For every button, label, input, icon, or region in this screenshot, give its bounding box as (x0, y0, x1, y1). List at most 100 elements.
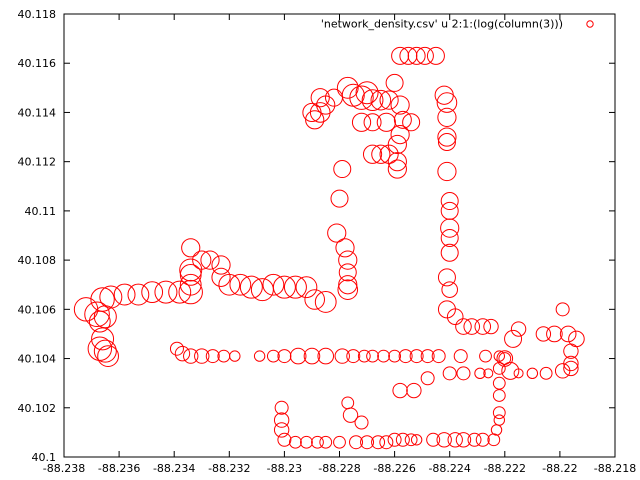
data-point (456, 366, 471, 381)
data-point (283, 275, 307, 299)
data-point (371, 435, 386, 450)
data-point (229, 273, 252, 296)
y-tick-label: 40.114 (18, 106, 57, 119)
data-point (409, 349, 424, 364)
data-point (436, 432, 452, 448)
data-point (349, 435, 364, 450)
data-point (379, 435, 394, 450)
data-point (211, 267, 231, 287)
data-point (334, 348, 350, 364)
data-point (274, 400, 289, 415)
data-point (174, 345, 191, 362)
data-point (324, 88, 343, 107)
data-point (266, 349, 280, 363)
data-point (192, 250, 212, 270)
data-point (437, 268, 456, 287)
data-point (336, 76, 359, 99)
data-point (357, 349, 371, 363)
data-point (441, 281, 459, 298)
data-point (127, 283, 150, 306)
y-tick-label: 40.11 (25, 205, 57, 218)
data-point (440, 228, 459, 247)
data-point (377, 349, 390, 363)
data-point (492, 406, 506, 420)
data-point (88, 310, 111, 333)
data-point (302, 102, 322, 123)
data-point (330, 189, 349, 208)
data-point (504, 329, 523, 348)
data-point (420, 349, 435, 364)
data-point (487, 433, 501, 447)
data-point (200, 250, 220, 270)
data-point (437, 132, 456, 151)
data-point (311, 435, 324, 449)
data-point (351, 112, 372, 132)
data-points (73, 46, 585, 450)
data-point (179, 258, 203, 282)
data-point (183, 348, 199, 364)
data-point (194, 348, 210, 364)
data-point (490, 424, 503, 436)
x-tick-label: -88.228 (318, 462, 360, 475)
data-point (402, 113, 421, 132)
data-point (436, 92, 458, 113)
data-point (555, 302, 570, 317)
data-point (349, 85, 374, 110)
data-point (492, 389, 506, 402)
legend: 'network_density.csv' u 2:1:(log(column(… (321, 18, 594, 31)
data-point (360, 435, 375, 450)
data-point (474, 367, 486, 380)
data-point (404, 433, 418, 447)
data-point (388, 349, 402, 363)
data-point (392, 382, 408, 399)
data-point (317, 347, 335, 365)
x-tick-label: -88.23 (267, 462, 302, 475)
data-point (415, 46, 434, 65)
data-point (273, 422, 290, 438)
data-point (483, 368, 494, 379)
x-tick-label: -88.234 (153, 462, 195, 475)
data-point (447, 432, 463, 448)
data-point (84, 301, 110, 328)
y-tick-label: 40.102 (18, 402, 57, 415)
data-point (205, 349, 220, 364)
data-point (446, 308, 464, 326)
data-point (272, 275, 296, 299)
data-point (440, 192, 459, 211)
data-point (379, 144, 399, 164)
x-axis-ticks: -88.238 -88.236 -88.234 -88.232 -88.23 -88.22… (43, 14, 636, 475)
data-point (337, 279, 359, 300)
data-point (475, 432, 490, 447)
data-point (99, 285, 123, 309)
data-point (526, 367, 539, 380)
data-point (289, 347, 307, 365)
legend-marker (586, 20, 594, 28)
data-point (113, 283, 136, 306)
x-tick-label: -88.236 (98, 462, 140, 475)
data-point (407, 46, 426, 65)
data-point (493, 350, 505, 362)
data-point (319, 435, 333, 449)
data-point (141, 281, 164, 304)
data-point (93, 339, 117, 363)
data-point (179, 263, 202, 286)
data-point (361, 89, 384, 112)
y-tick-label: 40.112 (18, 156, 57, 169)
data-point (211, 255, 231, 275)
x-tick-label: -88.224 (428, 462, 470, 475)
data-point (420, 371, 435, 386)
data-point (387, 432, 402, 447)
x-tick-label: -88.226 (373, 462, 415, 475)
data-point (362, 144, 383, 164)
data-point (91, 327, 115, 351)
data-point (338, 250, 358, 270)
data-point (169, 341, 184, 356)
data-point (410, 434, 423, 446)
data-point (289, 435, 302, 449)
data-point (387, 159, 407, 179)
x-tick-label: -88.222 (484, 462, 526, 475)
data-point (440, 243, 459, 262)
data-point (554, 363, 571, 379)
data-point (363, 113, 382, 132)
